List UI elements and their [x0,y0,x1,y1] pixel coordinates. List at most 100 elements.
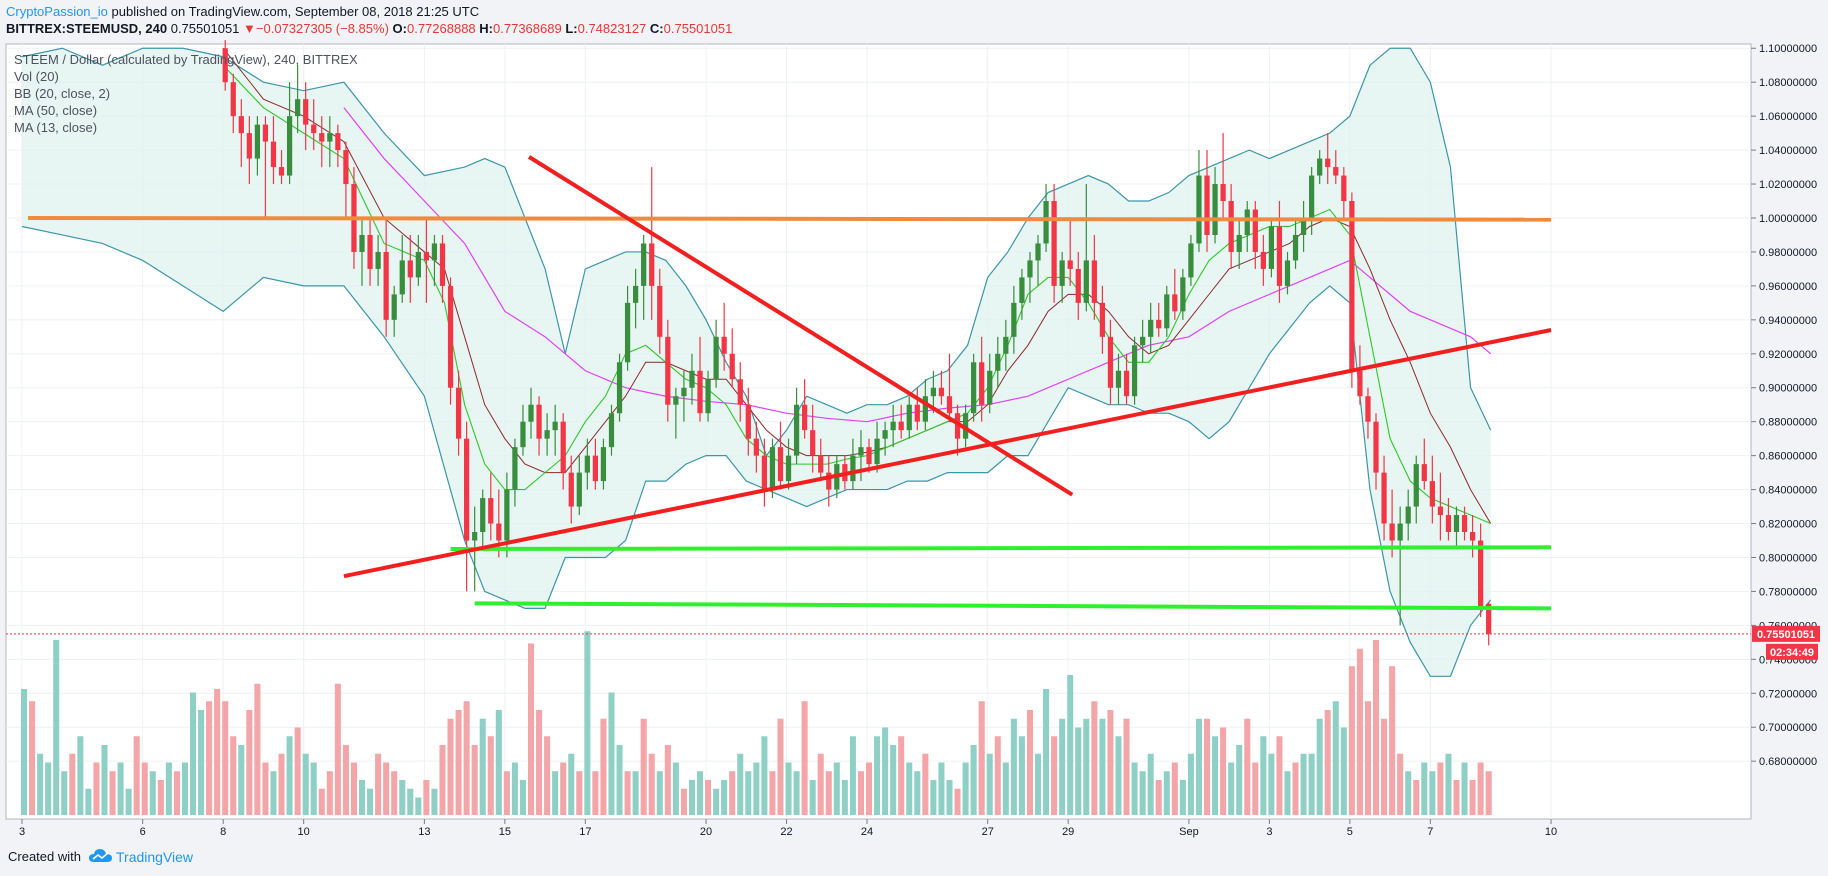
candle-body [882,430,888,439]
candle-body [624,302,631,363]
volume-bar [1010,718,1017,815]
volume-bar [1083,718,1090,815]
change-arrow: ▼ [243,21,256,36]
candle-body [367,234,373,269]
candle-body [793,404,800,456]
volume-bar [334,683,341,815]
volume-bar [77,736,84,815]
candle-body [512,447,518,490]
volume-bar [246,710,253,815]
candle-body [1317,158,1323,176]
volume-bar [93,762,100,815]
volume-bar [833,762,840,815]
candle-body [1140,336,1146,346]
candle-body [238,116,244,134]
price-chart[interactable]: 1.10000000 1.08000000 1.06000000 1.04000000… [0,40,1828,838]
volume-bar [391,771,398,815]
x-tick-label: 10 [298,826,310,838]
candle-body [1309,175,1315,218]
volume-bar [214,689,221,815]
volume-bar [1292,762,1299,815]
footer: Created with TradingView [0,838,1828,876]
candle-body [777,447,784,482]
volume-bar [109,771,116,815]
legend-vol: Vol (20) [14,69,59,84]
x-tick-label: 24 [861,826,873,838]
high-label: H: [479,21,494,36]
candle-body [971,362,977,414]
volume-bar [1252,762,1259,815]
trend-lines[interactable] [28,155,1552,611]
volume-bar [342,745,349,815]
volume-bar [431,788,438,815]
volume-bar [29,701,36,815]
candle-body [608,413,615,448]
volume-bar [785,762,792,815]
created-with-label: Created with [8,849,81,864]
candle-body [1437,506,1444,516]
candle-body [938,387,945,397]
candle-body [930,387,937,397]
volume-bar [1268,753,1275,815]
y-tick-label: 0.72000000 [1759,688,1817,700]
candle-body [737,379,743,405]
trend-line-green-support-upper [450,545,1552,551]
candle-body [1389,523,1395,541]
volume-bar [713,788,720,815]
candle-body [979,362,985,405]
bollinger-bands [21,47,1492,677]
x-tick-label: 6 [140,826,146,838]
low-value: 0.74823127 [577,21,647,36]
volume-bar [616,745,623,815]
volume-bar [407,788,414,815]
volume-bar [914,771,921,815]
volume-bar [1155,780,1162,815]
volume-bar [946,780,953,815]
tradingview-brand[interactable]: TradingView [116,849,194,865]
y-tick-label: 0.68000000 [1759,756,1817,768]
candle-body [504,489,510,541]
time-badge-text: 02:34:49 [1770,647,1814,659]
candle-body [1365,396,1371,422]
volume-bar [230,736,237,815]
volume-bar [825,771,832,815]
change-value: −0.07327305 (−8.85%) [255,21,389,36]
volume-bar [865,762,873,815]
candle-body [1099,302,1106,337]
price-badge-text: 0.75501051 [1757,629,1815,641]
candle-body [536,404,542,439]
candle-body [1236,234,1242,252]
candle-body [810,430,816,456]
volume-bar [181,762,188,815]
volume-bar [254,683,261,815]
volume-bar [544,736,551,815]
author-link[interactable]: CryptoPassion_io [6,4,108,19]
volume-bar [415,797,422,815]
volume-bar [1171,762,1178,815]
volume-bar [648,753,655,815]
candle-body [1413,464,1419,507]
candle-body [753,438,759,456]
candle-body [1292,234,1299,261]
volume-bar [439,745,446,815]
bb-fill [22,48,1491,677]
volume-bar [809,780,816,815]
volume-bar [69,753,76,815]
candle-body [447,285,454,388]
candle-body [472,532,478,541]
candle-body [1453,515,1460,533]
volume-bar [1212,736,1219,815]
volume-bar [954,788,961,815]
candle-body [1115,370,1122,388]
volume-bar [1099,718,1106,815]
volume-bar [455,710,462,815]
candle-body [528,404,534,422]
volume-bar [189,692,197,815]
candle-body [311,124,317,134]
candle-body [890,421,896,431]
volume-bar [1051,736,1058,815]
volume-bar [61,771,68,815]
volume-bar [568,753,575,815]
candle-body [246,133,252,159]
candle-body [560,421,566,473]
